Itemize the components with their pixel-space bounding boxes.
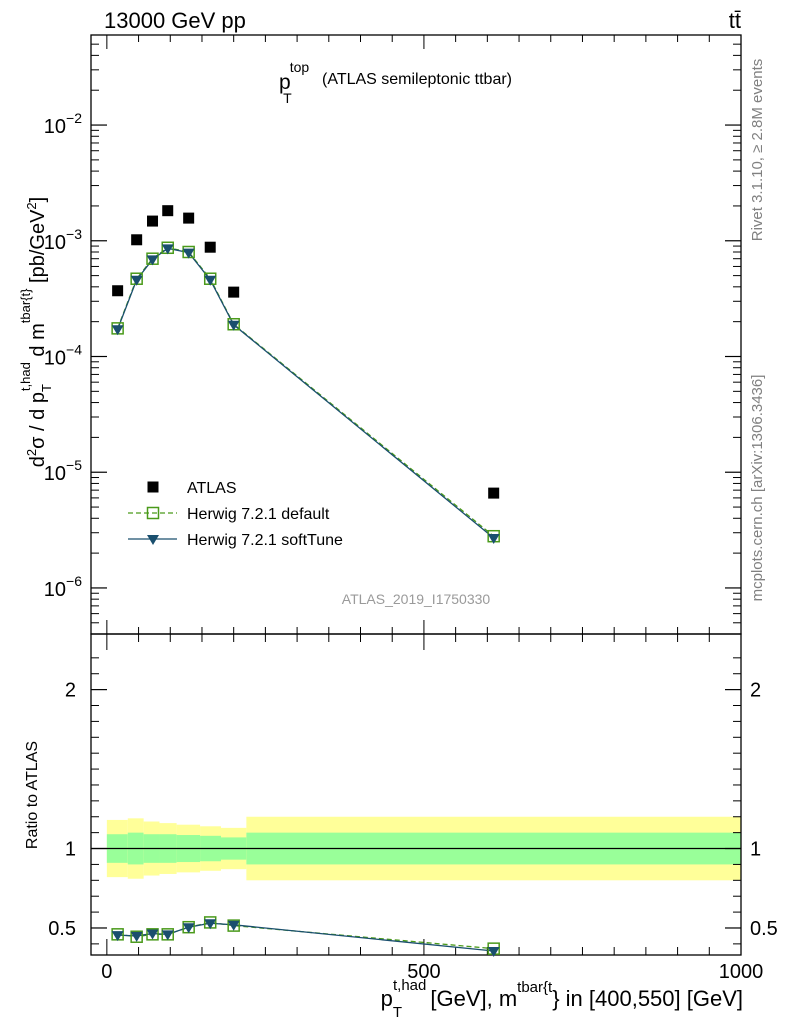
ratio-y-tick-label: 2 xyxy=(65,680,76,702)
herwig_softtune-line xyxy=(117,247,495,539)
legend-herwig_default-label: Herwig 7.2.1 default xyxy=(187,506,330,523)
ratio-y-tick-label: 0.5 xyxy=(48,918,76,940)
ratio-herwig_softtune-point xyxy=(130,931,143,942)
atlas-point xyxy=(204,241,216,253)
herwig_softtune-point xyxy=(146,255,159,266)
legend-herwig_softtune-marker xyxy=(147,535,159,545)
ratio-frame xyxy=(90,633,742,956)
ratio-herwig_softtune-point xyxy=(204,919,217,930)
x-tick-label: 0 xyxy=(101,961,112,983)
atlas-point xyxy=(162,205,174,217)
herwig_softtune-point xyxy=(227,320,240,331)
ratio-herwig_softtune-point xyxy=(161,930,174,941)
herwig_softtune-point xyxy=(182,248,195,259)
legend-herwig_default-marker xyxy=(146,506,160,520)
plot-title-rest: (ATLAS semileptonic ttbar) xyxy=(322,71,512,88)
herwig_softtune-point xyxy=(111,325,124,336)
atlas-point xyxy=(183,212,195,224)
top-y-tick-label: 10−6 xyxy=(44,573,82,601)
legend: ATLAS Herwig 7.2.1 default Herwig 7.2.1 so… xyxy=(128,480,343,549)
atlas-point xyxy=(131,234,143,246)
x-axis-label: pTt,had[GeV], mtbar{t} in [400,550] [GeV… xyxy=(381,977,743,1021)
rivet-label: Rivet 3.1.10, ≥ 2.8M events xyxy=(749,59,766,242)
ratio-herwig_softtune-point xyxy=(227,920,240,931)
atlas-point xyxy=(228,286,240,298)
top-y-tick-label: 10−5 xyxy=(44,457,82,485)
top-panel: 10−6 10−5 10−4 10−3 10−2 xyxy=(44,34,742,635)
legend-atlas-label: ATLAS xyxy=(187,480,237,497)
ratio-herwig_softtune-point xyxy=(111,931,124,942)
herwig_softtune-point xyxy=(487,534,500,545)
ratio-panel: 0.5 0.5 1 1 2 2 0 500 1000 xyxy=(48,633,778,983)
ratio-herwig_default-point xyxy=(227,919,240,932)
energy-label: 13000 GeV pp xyxy=(104,8,246,33)
source-label: mcplots.cern.ch [arXiv:1306.3436] xyxy=(749,375,766,602)
ratio-y-tick-label: 1 xyxy=(65,839,76,861)
x-tick-label: 1000 xyxy=(719,961,764,983)
atlas-point xyxy=(488,487,500,499)
ratio-herwig_softtune-point xyxy=(182,923,195,934)
atlas-point xyxy=(112,285,124,297)
ratio-herwig_default-point xyxy=(130,930,143,943)
ratio-herwig_softtune-line xyxy=(117,922,494,952)
legend-herwig_softtune-label: Herwig 7.2.1 softTune xyxy=(187,532,343,549)
top-y-tick-label: 10−2 xyxy=(44,110,82,138)
herwig_default-line xyxy=(117,247,495,537)
analysis-tag: ATLAS_2019_I1750330 xyxy=(342,591,491,607)
ratio-herwig_softtune-point xyxy=(146,929,159,940)
herwig_softtune-point xyxy=(130,275,143,286)
ratio-herwig_softtune-point xyxy=(487,947,500,958)
top-y-axis-label-text: d2σ / d pTt,had d mtbar{t} [pb/GeV2] xyxy=(18,197,54,467)
ratio-herwig_default-point xyxy=(146,928,159,941)
top-y-tick-label: 10−3 xyxy=(44,226,82,254)
herwig_softtune-point xyxy=(204,275,217,286)
ratio-y-axis-label: Ratio to ATLAS xyxy=(24,741,41,849)
ratio-y-tick-label-right: 0.5 xyxy=(750,918,778,940)
herwig_softtune-point xyxy=(161,244,174,255)
ratio-y-tick-label-right: 2 xyxy=(750,680,761,702)
x-tick-label: 500 xyxy=(407,961,440,983)
top-y-axis-label: d2σ / d pTt,had d mtbar{t} [pb/GeV2] xyxy=(18,197,54,467)
ratio-y-tick-label-right: 1 xyxy=(750,839,761,861)
plot-title: ptop T xyxy=(279,59,309,106)
process-label: tt̄ xyxy=(729,8,741,33)
top-y-tick-label: 10−4 xyxy=(44,341,82,369)
atlas-point xyxy=(147,215,159,227)
legend-atlas-marker xyxy=(147,481,159,493)
